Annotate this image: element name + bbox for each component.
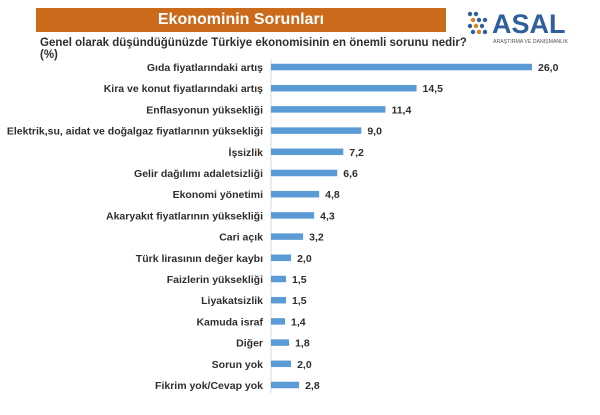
page-title: Ekonominin Sorunları — [36, 8, 446, 32]
value-label: 1,5 — [292, 274, 307, 286]
category-label: Enflasyonun yüksekliği — [146, 104, 263, 116]
category-label: Gıda fiyatlarındaki artış — [147, 62, 263, 74]
category-label: Cari açık — [219, 232, 263, 244]
bar — [271, 275, 287, 283]
category-label: Elektrik,su, aidat ve doğalgaz fiyatları… — [7, 126, 263, 138]
value-label: 1,5 — [292, 295, 307, 307]
category-label: Gelir dağılımı adaletsizliği — [134, 168, 263, 180]
bar — [271, 360, 292, 368]
value-label: 1,4 — [291, 316, 306, 328]
bar — [271, 339, 290, 346]
bar — [271, 106, 386, 113]
bar — [271, 296, 287, 304]
value-label: 3,2 — [309, 232, 324, 244]
survey-question: Genel olarak düşündüğünüzde Türkiye ekon… — [40, 37, 467, 61]
category-label: Akaryakıt fiyatlarının yüksekliği — [106, 210, 263, 222]
bar — [271, 63, 532, 71]
category-label: İşsizlik — [229, 146, 264, 159]
bar — [271, 169, 338, 177]
bar — [271, 318, 286, 325]
asal-logo: ASAL ARAŞTIRMA VE DANIŞMANLIK — [467, 9, 568, 45]
value-label: 4,8 — [325, 189, 340, 201]
category-label: Kamuda israf — [196, 316, 263, 328]
bar — [271, 233, 304, 240]
category-label: Sorun yok — [212, 359, 264, 371]
value-label: 2,0 — [297, 253, 312, 265]
value-label: 9,0 — [367, 126, 382, 138]
category-label: Faizlerin yüksekliği — [167, 274, 263, 286]
logo-mark-icon — [467, 11, 488, 35]
value-label: 2,0 — [297, 359, 312, 371]
category-label: Fikrim yok/Cevap yok — [155, 380, 263, 392]
category-label: Liyakatsizlik — [201, 295, 263, 307]
value-label: 14,5 — [423, 83, 444, 95]
value-label: 26,0 — [538, 62, 559, 74]
bar — [271, 212, 315, 219]
category-label: Diğer — [236, 338, 263, 350]
value-label: 7,2 — [349, 147, 364, 159]
bar — [271, 84, 417, 92]
category-label: Ekonomi yönetimi — [173, 189, 264, 201]
logo-name: ASAL — [492, 9, 566, 39]
bar — [271, 148, 344, 156]
value-label: 2,8 — [305, 380, 320, 392]
bar — [271, 127, 362, 134]
bar — [271, 381, 300, 389]
bar — [271, 190, 320, 198]
logo-tagline: ARAŞTIRMA VE DANIŞMANLIK — [493, 39, 568, 45]
value-label: 1,8 — [295, 338, 310, 350]
category-label: Türk lirasının değer kaybı — [136, 253, 263, 265]
value-label: 6,6 — [343, 168, 358, 180]
value-label: 11,4 — [391, 104, 411, 116]
value-label: 4,3 — [320, 210, 335, 222]
category-label: Kira ve konut fiyatlarındaki artış — [104, 83, 263, 95]
bar — [271, 254, 292, 262]
